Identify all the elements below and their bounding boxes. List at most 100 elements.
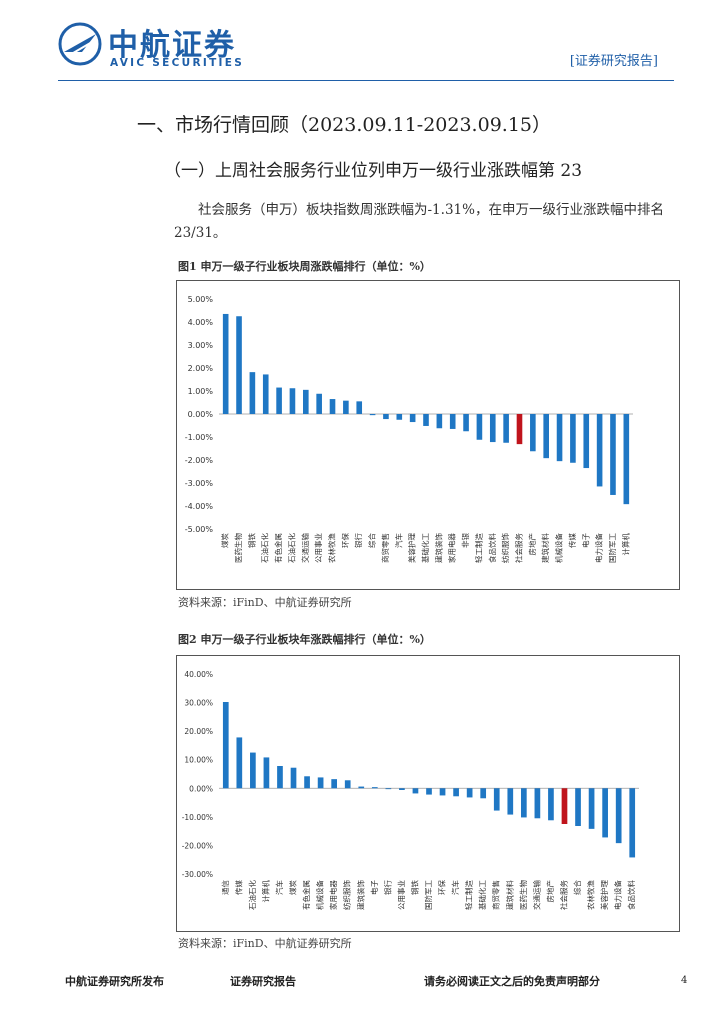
y-tick-label: 30.00% [184,699,213,708]
category-label: 汽车 [450,880,460,895]
bar [383,414,389,420]
bar [520,788,527,818]
bar [588,788,595,829]
bar [316,393,322,414]
category-label: 钢铁 [246,533,256,548]
bar [396,414,403,420]
category-label: 基础化工 [477,880,487,910]
bar [423,414,429,426]
y-tick-label: 2.00% [188,364,214,373]
y-tick-label: -3.00% [185,479,214,488]
bar [449,414,456,429]
y-tick-label: 10.00% [184,756,213,765]
category-label: 交通运输 [531,880,541,910]
bar [480,788,487,799]
y-tick-label: -10.00% [182,813,213,822]
category-label: 煤炭 [220,533,230,548]
category-label: 机械设备 [554,533,564,563]
bar [222,702,229,789]
bar [412,788,419,794]
figure1-source: 资料来源：iFinD、中航证券研究所 [178,596,352,609]
category-label: 交通运输 [300,533,310,563]
category-label: 医药生物 [233,533,243,563]
y-tick-label: -2.00% [185,456,214,465]
category-label: 家用电器 [328,880,338,910]
bar [344,780,351,789]
bar [303,389,309,414]
category-label: 电力设备 [594,533,604,563]
category-label: 农林牧渔 [586,880,596,910]
page-number: 4 [681,975,688,986]
bar [596,414,603,487]
bar [453,788,459,797]
bar [489,414,496,443]
bar [570,414,576,463]
category-label: 美容护理 [407,533,417,563]
figure1-title: 图1 申万一级子行业板块周涨跌幅排行（单位：%） [178,260,431,273]
bar [262,374,269,414]
category-label: 煤炭 [288,880,298,895]
y-tick-label: 1.00% [188,387,214,396]
bar [399,788,405,790]
yearly-change-chart: 40.00% 30.00% 20.00% 10.00% 0.00% -10.00% -20.… [182,670,639,910]
summary-paragraph: 社会服务（申万）板块指数周涨跌幅为-1.31%，在申万一级行业涨跌幅中排名 23… [174,202,664,241]
category-label: 有色金属 [301,880,311,910]
header-divider [58,80,674,81]
report-tag: [证券研究报告] [569,54,658,69]
category-label: 石油石化 [286,533,296,563]
bar [250,752,256,789]
category-label: 纺织服饰 [342,880,352,910]
category-label: 电子 [580,533,590,548]
category-label: 电力设备 [613,880,623,910]
footer-publisher: 中航证券研究所发布 [65,975,164,988]
bar [304,776,310,789]
y-tick-label: 5.00% [188,295,214,304]
bar [543,414,549,459]
subsection-title: （一）上周社会服务行业位列申万一级行业涨跌幅第 23 [164,161,583,181]
category-label: 商贸零售 [380,533,390,563]
category-label: 石油石化 [247,880,257,910]
bar [369,414,376,416]
bar [439,788,446,796]
bar [561,788,568,824]
category-label: 美容护理 [599,880,609,910]
bar [409,414,416,423]
category-label: 医药生物 [518,880,528,910]
bar [534,788,541,819]
bar [463,414,469,432]
category-label: 社会服务 [558,880,568,910]
category-label: 公用事业 [396,880,406,910]
y-tick-label: -4.00% [185,502,214,511]
category-label: 汽车 [274,880,284,895]
category-label: 轻工制造 [464,880,474,910]
category-label: 食品饮料 [626,880,636,910]
y-tick-label: 4.00% [188,318,214,327]
bar [466,788,473,798]
y-tick-label: -20.00% [182,841,213,850]
y-tick-label: 0.00% [188,410,214,419]
category-label: 社会服务 [513,533,523,563]
category-label: 食品饮料 [487,533,497,563]
bar [290,767,297,789]
category-label: 银行 [353,533,363,548]
bar [548,788,554,821]
category-label: 计算机 [260,880,270,903]
bar [249,372,256,414]
bar [530,414,536,452]
category-label: 传媒 [567,533,577,548]
bar [358,786,365,789]
bar [516,414,523,445]
category-label: 房地产 [527,533,537,556]
y-tick-label: 3.00% [188,341,214,350]
y-tick-label: 20.00% [184,727,213,736]
weekly-change-chart: 5.00% 4.00% 3.00% 2.00% 1.00% 0.00% -1.00% -2.0… [185,295,633,563]
bar [236,316,242,414]
category-label: 建筑装饰 [433,533,443,563]
y-tick-label: -5.00% [185,525,214,534]
logo-text-en: AVIC SECURITIES [110,57,245,69]
bar [629,788,636,858]
bar [575,788,581,826]
bar [276,387,282,414]
bar [583,414,590,469]
section-title: 一、市场行情回顾（2023.09.11-2023.09.15） [137,114,551,136]
